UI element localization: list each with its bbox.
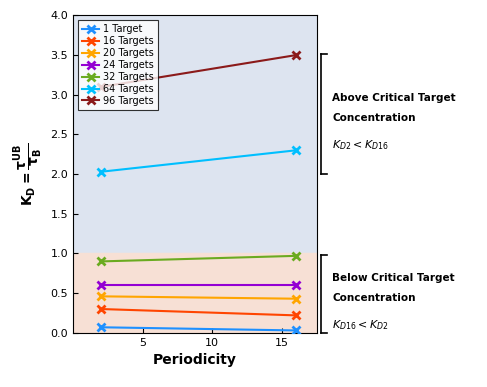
- Text: Concentration: Concentration: [332, 293, 415, 303]
- Line: 20 Targets: 20 Targets: [97, 292, 300, 303]
- 64 Targets: [98, 170, 104, 174]
- Line: 16 Targets: 16 Targets: [97, 305, 300, 320]
- Text: Below Critical Target: Below Critical Target: [332, 274, 455, 283]
- Y-axis label: $\mathbf{K_D = \dfrac{\tau^{UB}}{\tau_B}}$: $\mathbf{K_D = \dfrac{\tau^{UB}}{\tau_B}…: [12, 143, 45, 205]
- 16 Targets: [98, 307, 104, 311]
- Line: 64 Targets: 64 Targets: [97, 146, 300, 176]
- 32 Targets: [293, 253, 299, 258]
- Text: $K_{D16} < K_{D2}$: $K_{D16} < K_{D2}$: [332, 318, 389, 332]
- 24 Targets: [293, 283, 299, 288]
- 20 Targets: [293, 296, 299, 301]
- 1 Target: [293, 328, 299, 333]
- Text: Above Critical Target: Above Critical Target: [332, 93, 456, 103]
- Text: $K_{D2} < K_{D16}$: $K_{D2} < K_{D16}$: [332, 138, 389, 152]
- 64 Targets: [293, 148, 299, 153]
- 24 Targets: [98, 283, 104, 288]
- Bar: [73, 15, 317, 253]
- 96 Targets: [293, 53, 299, 58]
- Line: 32 Targets: 32 Targets: [97, 252, 300, 265]
- X-axis label: Periodicity: Periodicity: [153, 353, 237, 367]
- Legend: 1 Target, 16 Targets, 20 Targets, 24 Targets, 32 Targets, 64 Targets, 96 Targets: 1 Target, 16 Targets, 20 Targets, 24 Tar…: [78, 21, 158, 110]
- 20 Targets: [98, 294, 104, 299]
- Text: Concentration: Concentration: [332, 113, 415, 123]
- Line: 24 Targets: 24 Targets: [97, 281, 300, 289]
- 16 Targets: [293, 313, 299, 318]
- Bar: [73, 253, 317, 333]
- 1 Target: [98, 325, 104, 330]
- 32 Targets: [98, 259, 104, 264]
- Line: 96 Targets: 96 Targets: [97, 51, 300, 91]
- 96 Targets: [98, 85, 104, 89]
- Line: 1 Target: 1 Target: [97, 323, 300, 335]
